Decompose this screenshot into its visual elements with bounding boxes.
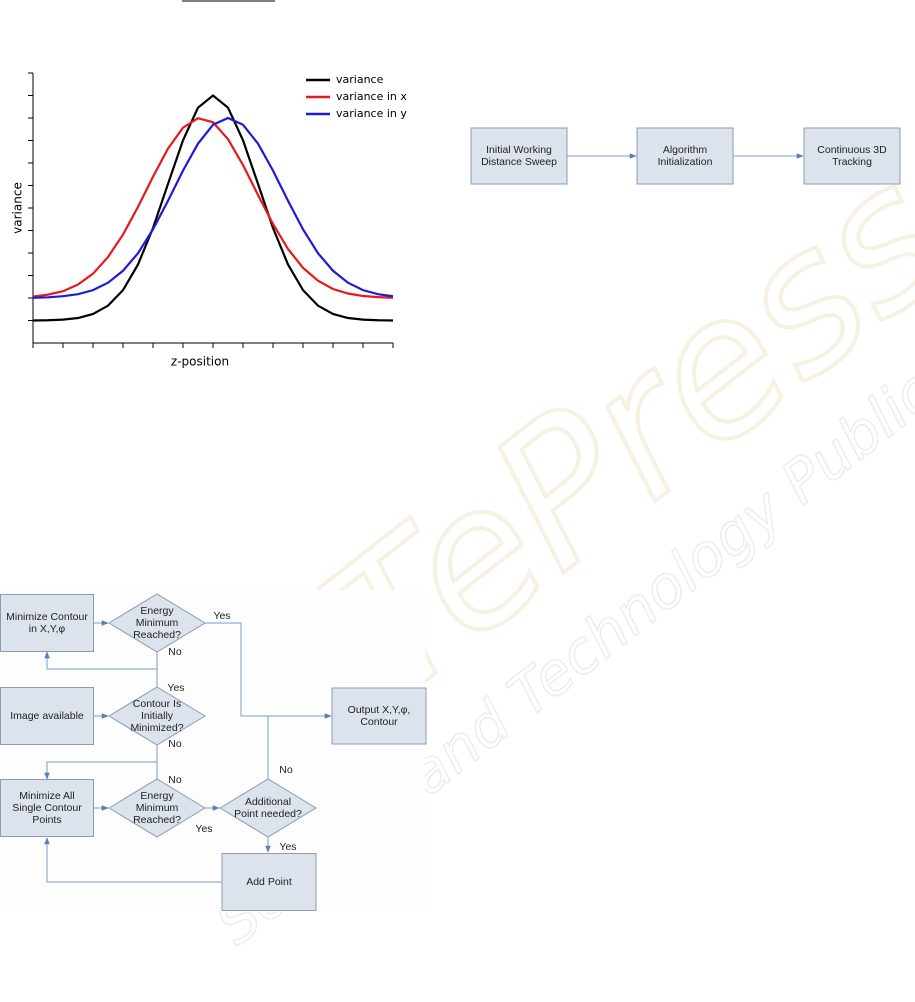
node-label: Contour <box>360 716 398 728</box>
node-label: Distance Sweep <box>481 156 557 168</box>
node-label: Reached? <box>133 814 181 826</box>
node-diamond <box>108 686 206 746</box>
edge <box>44 837 222 883</box>
x-axis-label: z-position <box>171 355 229 369</box>
series-line <box>32 117 394 299</box>
edge-label: No <box>168 646 182 658</box>
node-label: Single Contour <box>12 802 82 814</box>
node-box <box>221 853 317 911</box>
node-label: Point needed? <box>234 808 302 820</box>
node-box <box>803 127 901 185</box>
chart: variance z-position variance variance in … <box>11 72 407 369</box>
node-diamond <box>219 778 317 838</box>
node-label: Continuous 3D <box>817 144 887 156</box>
node-box <box>0 779 94 837</box>
series-line <box>32 94 394 322</box>
edge <box>44 745 158 780</box>
node-box <box>0 594 94 652</box>
node-label: Energy <box>140 790 174 802</box>
node-label: Points <box>32 814 61 826</box>
legend-label: variance in y <box>336 107 407 120</box>
node-label: Output X,Y,φ, <box>348 704 411 716</box>
node-label: Initial Working <box>486 144 552 156</box>
node-box <box>331 687 427 745</box>
edge <box>44 651 158 670</box>
node-label: Energy <box>140 605 174 617</box>
series-line <box>32 116 394 299</box>
edge-label: No <box>168 738 182 750</box>
node-diamond <box>108 778 206 838</box>
edge-label: Yes <box>279 841 296 853</box>
node-box <box>470 127 568 185</box>
node-label: Additional <box>245 796 291 808</box>
y-axis-label: variance <box>11 182 25 234</box>
node-label: Minimized? <box>130 722 183 734</box>
edge-label: No <box>279 764 293 776</box>
node-label: Contour Is <box>133 698 181 710</box>
edge <box>205 622 332 719</box>
edge-label: Yes <box>213 610 230 622</box>
node-label: Image available <box>10 710 84 722</box>
node-box <box>0 687 94 745</box>
legend-label: variance in x <box>336 90 407 103</box>
node-label: Minimize Contour <box>6 611 88 623</box>
node-label: Add Point <box>246 876 292 888</box>
node-label: Minimum <box>136 617 179 629</box>
node-label: Minimize All <box>19 790 74 802</box>
node-label: Tracking <box>832 156 872 168</box>
legend-label: variance <box>336 73 384 86</box>
node-label: Reached? <box>133 629 181 641</box>
node-label: in X,Y,φ <box>29 623 66 635</box>
node-diamond <box>108 593 206 653</box>
node-label: Initialization <box>658 156 713 168</box>
edge-label: No <box>168 774 182 786</box>
edge-label: Yes <box>195 823 212 835</box>
node-label: Minimum <box>136 802 179 814</box>
node-label: Algorithm <box>663 144 708 156</box>
node-label: Initially <box>141 710 174 722</box>
edge-label: Yes <box>167 682 184 694</box>
